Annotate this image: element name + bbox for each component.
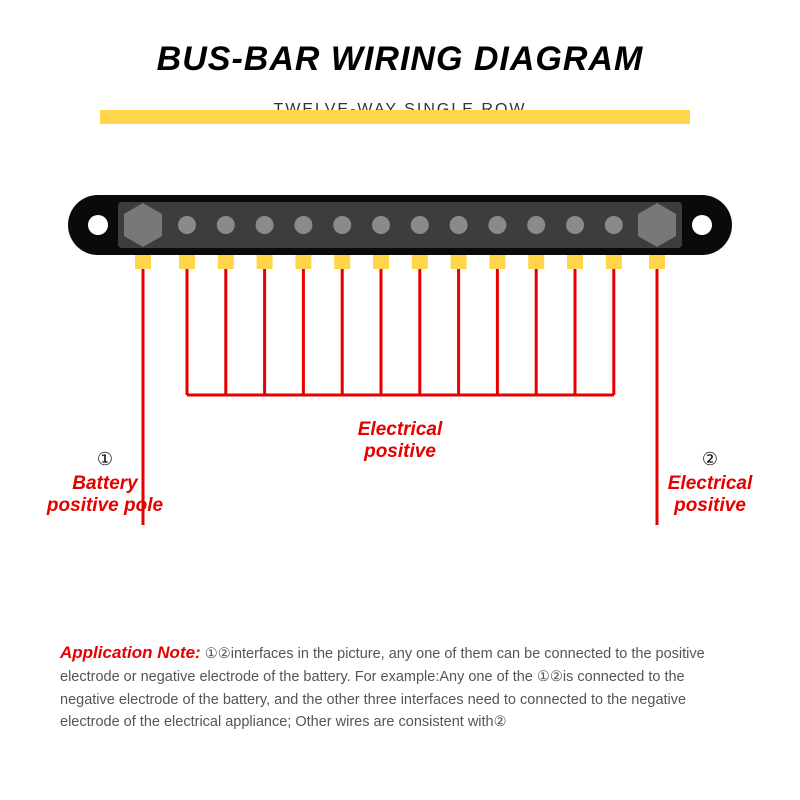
svg-text:positive: positive	[673, 495, 746, 516]
wiring-diagram: ①Batterypositive poleElectricalpositive②…	[0, 195, 800, 595]
title-highlight	[100, 110, 690, 124]
main-title: BUS-BAR WIRING DIAGRAM	[0, 40, 800, 79]
application-note: Application Note: ①②interfaces in the pi…	[60, 640, 740, 734]
svg-text:positive: positive	[363, 441, 436, 462]
svg-text:①: ①	[97, 449, 113, 469]
svg-text:Electrical: Electrical	[668, 473, 753, 494]
svg-text:Electrical: Electrical	[358, 419, 443, 440]
svg-text:Battery: Battery	[72, 473, 139, 494]
svg-text:②: ②	[702, 449, 718, 469]
svg-text:positive pole: positive pole	[46, 495, 164, 516]
note-label: Application Note:	[60, 643, 201, 662]
